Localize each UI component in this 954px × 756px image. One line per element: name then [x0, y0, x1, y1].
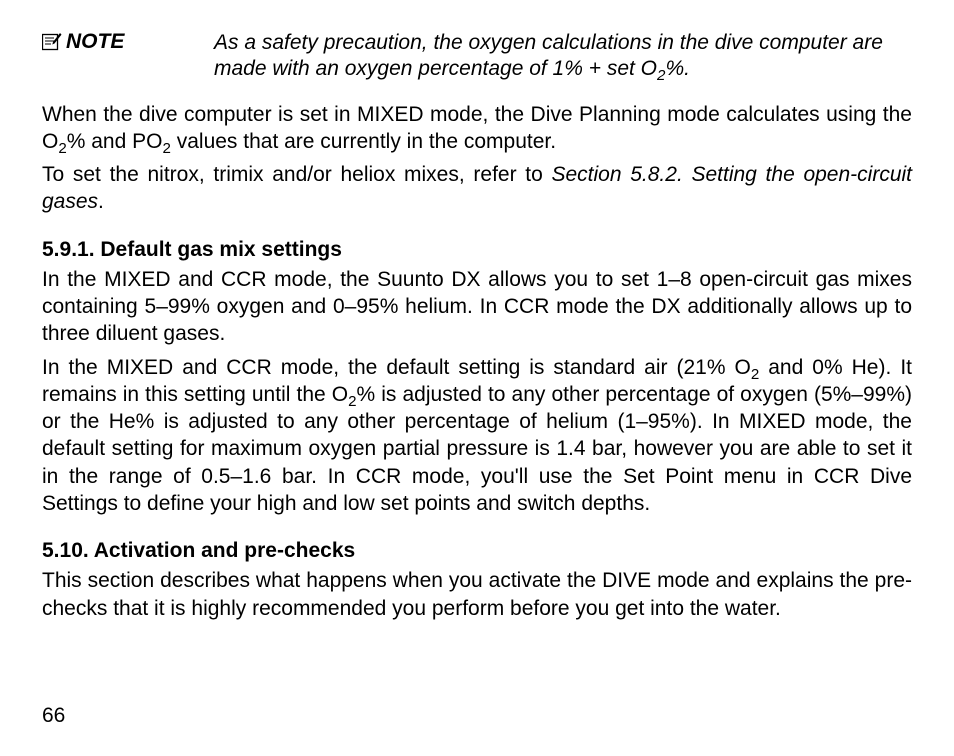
p2-plain: To set the nitrox, trimix and/or heliox …	[42, 163, 552, 186]
p2-tail: .	[98, 190, 104, 213]
s1p2-sub-1: 2	[751, 366, 759, 383]
manual-page: NOTE As a safety precaution, the oxygen …	[0, 0, 954, 756]
note-pencil-icon	[42, 33, 62, 51]
s1p2-part-0: In the MIXED and CCR mode, the default s…	[42, 356, 751, 379]
p1-part-4: values that are currently in the compute…	[171, 130, 556, 153]
note-text: As a safety precaution, the oxygen calcu…	[214, 30, 912, 83]
section1-para-1: In the MIXED and CCR mode, the Suunto DX…	[42, 266, 912, 348]
note-label-wrap: NOTE	[42, 30, 214, 54]
heading-5-9-1: 5.9.1. Default gas mix settings	[42, 238, 912, 262]
p1-part-2: % and PO	[67, 130, 163, 153]
note-label: NOTE	[66, 30, 124, 54]
section1-para-2: In the MIXED and CCR mode, the default s…	[42, 354, 912, 518]
intro-para-2: To set the nitrox, trimix and/or heliox …	[42, 161, 912, 216]
note-block: NOTE As a safety precaution, the oxygen …	[42, 30, 912, 83]
intro-para-1: When the dive computer is set in MIXED m…	[42, 101, 912, 156]
note-text-part-2: %.	[665, 57, 690, 80]
p1-sub-3: 2	[162, 140, 170, 157]
p1-sub-1: 2	[58, 140, 66, 157]
page-number: 66	[42, 704, 65, 728]
note-text-part-0: As a safety precaution, the oxygen calcu…	[214, 31, 883, 80]
section2-para-1: This section describes what happens when…	[42, 567, 912, 622]
s1p2-sub-3: 2	[348, 393, 356, 410]
heading-5-10: 5.10. Activation and pre-checks	[42, 539, 912, 563]
